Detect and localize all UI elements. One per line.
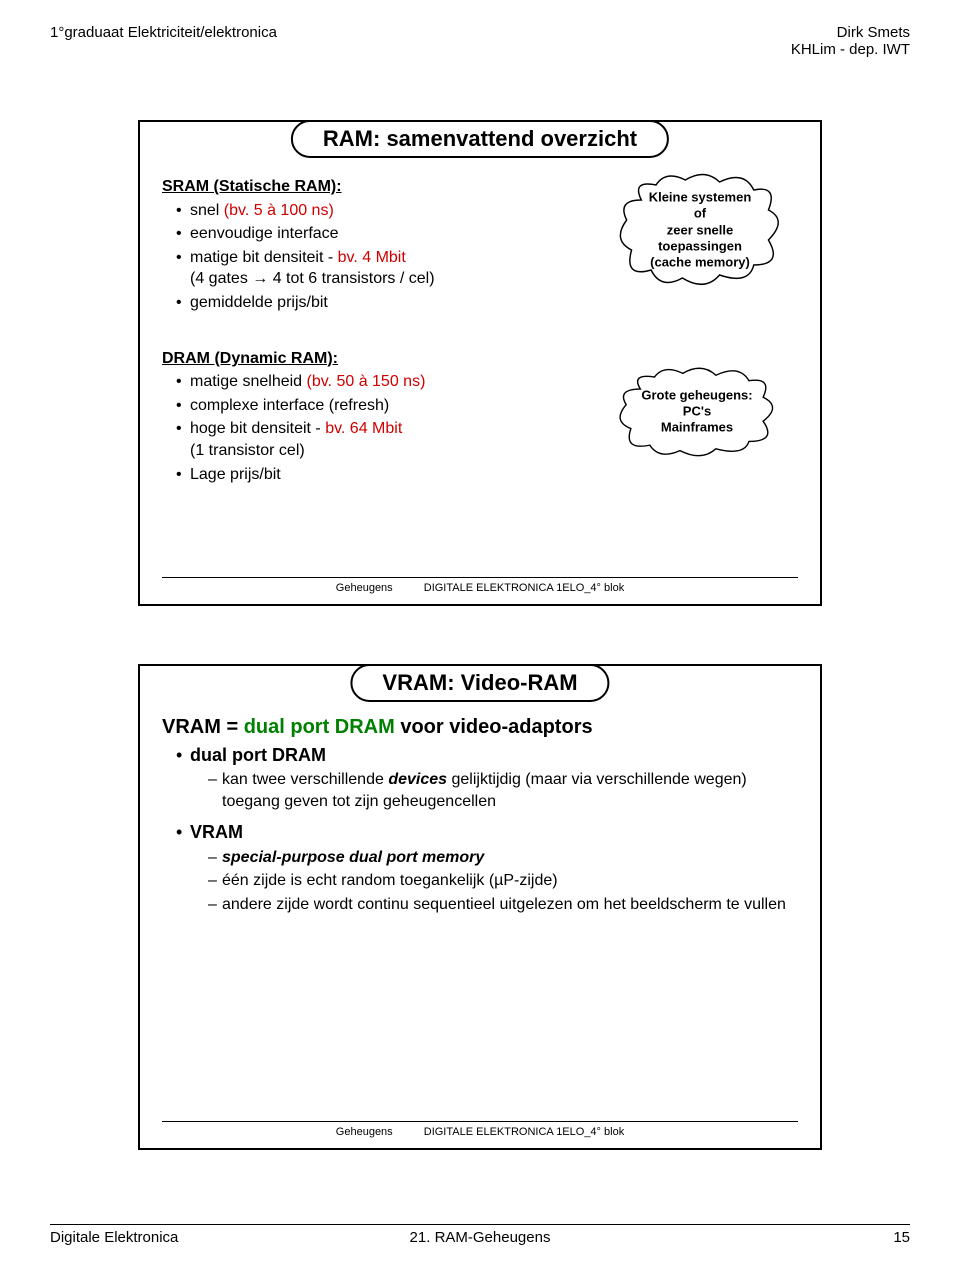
vram-heading: VRAM = dual port DRAM voor video-adaptor…: [162, 714, 798, 741]
sram-item-density: matige bit densiteit - bv. 4 Mbit (4 gat…: [176, 247, 602, 290]
cloud1-text: Kleine systemen of zeer snelle toepassin…: [612, 189, 788, 270]
dram-list: matige snelheid (bv. 50 à 150 ns) comple…: [162, 371, 602, 485]
sram-item-speed: snel (bv. 5 à 100 ns): [176, 200, 602, 222]
slide-ram-overview: RAM: samenvattend overzicht SRAM (Statis…: [138, 120, 822, 606]
header-dept: KHLim - dep. IWT: [791, 41, 910, 58]
sram-block: SRAM (Statische RAM): snel (bv. 5 à 100 …: [162, 170, 602, 322]
header-left: 1°graduaat Elektriciteit/elektronica: [50, 24, 277, 58]
vram-item-dualport: dual port DRAM kan twee verschillende de…: [176, 743, 798, 812]
dram-heading: DRAM (Dynamic RAM):: [162, 348, 602, 370]
dram-item-interface: complexe interface (refresh): [176, 395, 602, 417]
slide2-footer-right: DIGITALE ELEKTRONICA 1ELO_4° blok: [410, 1126, 638, 1138]
sram-list: snel (bv. 5 à 100 ns) eenvoudige interfa…: [162, 200, 602, 314]
vram-sub-sequential: andere zijde wordt continu sequentieel u…: [208, 894, 798, 916]
slide1-footer-right: DIGITALE ELEKTRONICA 1ELO_4° blok: [410, 582, 638, 594]
footer-left: Digitale Elektronica: [50, 1229, 337, 1246]
slide1-footer: Geheugens DIGITALE ELEKTRONICA 1ELO_4° b…: [162, 577, 798, 596]
header-right: Dirk Smets KHLim - dep. IWT: [791, 24, 910, 58]
slide1-title: RAM: samenvattend overzicht: [291, 120, 669, 158]
sram-heading: SRAM (Statische RAM):: [162, 176, 602, 198]
header-author: Dirk Smets: [791, 24, 910, 41]
dram-block: DRAM (Dynamic RAM): matige snelheid (bv.…: [162, 342, 602, 494]
vram-sub-random: één zijde is echt random toegankelijk (µ…: [208, 870, 798, 892]
vram-item-vram: VRAM special-purpose dual port memory éé…: [176, 820, 798, 915]
vram-dualport-sub: kan twee verschillende devices gelijktij…: [208, 769, 798, 812]
cloud-large-memory: Grote geheugens: PC's Mainframes: [612, 366, 782, 458]
footer-page-number: 15: [623, 1229, 910, 1246]
slide-vram: VRAM: Video-RAM VRAM = dual port DRAM vo…: [138, 664, 822, 1150]
vram-sub-special: special-purpose dual port memory: [208, 847, 798, 869]
slide1-footer-left: Geheugens: [322, 582, 407, 594]
page-footer: Digitale Elektronica 21. RAM-Geheugens 1…: [50, 1224, 910, 1246]
page-header: 1°graduaat Elektriciteit/elektronica Dir…: [50, 24, 910, 58]
sram-item-price: gemiddelde prijs/bit: [176, 292, 602, 314]
slide2-footer-left: Geheugens: [322, 1126, 407, 1138]
sram-item-interface: eenvoudige interface: [176, 223, 602, 245]
cloud2-text: Grote geheugens: PC's Mainframes: [612, 387, 782, 436]
slide2-title: VRAM: Video-RAM: [350, 664, 609, 702]
footer-center: 21. RAM-Geheugens: [337, 1229, 624, 1246]
dram-item-density: hoge bit densiteit - bv. 64 Mbit (1 tran…: [176, 418, 602, 461]
slide2-footer: Geheugens DIGITALE ELEKTRONICA 1ELO_4° b…: [162, 1121, 798, 1140]
dram-item-price: Lage prijs/bit: [176, 464, 602, 486]
dram-item-speed: matige snelheid (bv. 50 à 150 ns): [176, 371, 602, 393]
cloud-small-systems: Kleine systemen of zeer snelle toepassin…: [612, 170, 788, 290]
vram-list: dual port DRAM kan twee verschillende de…: [162, 743, 798, 916]
